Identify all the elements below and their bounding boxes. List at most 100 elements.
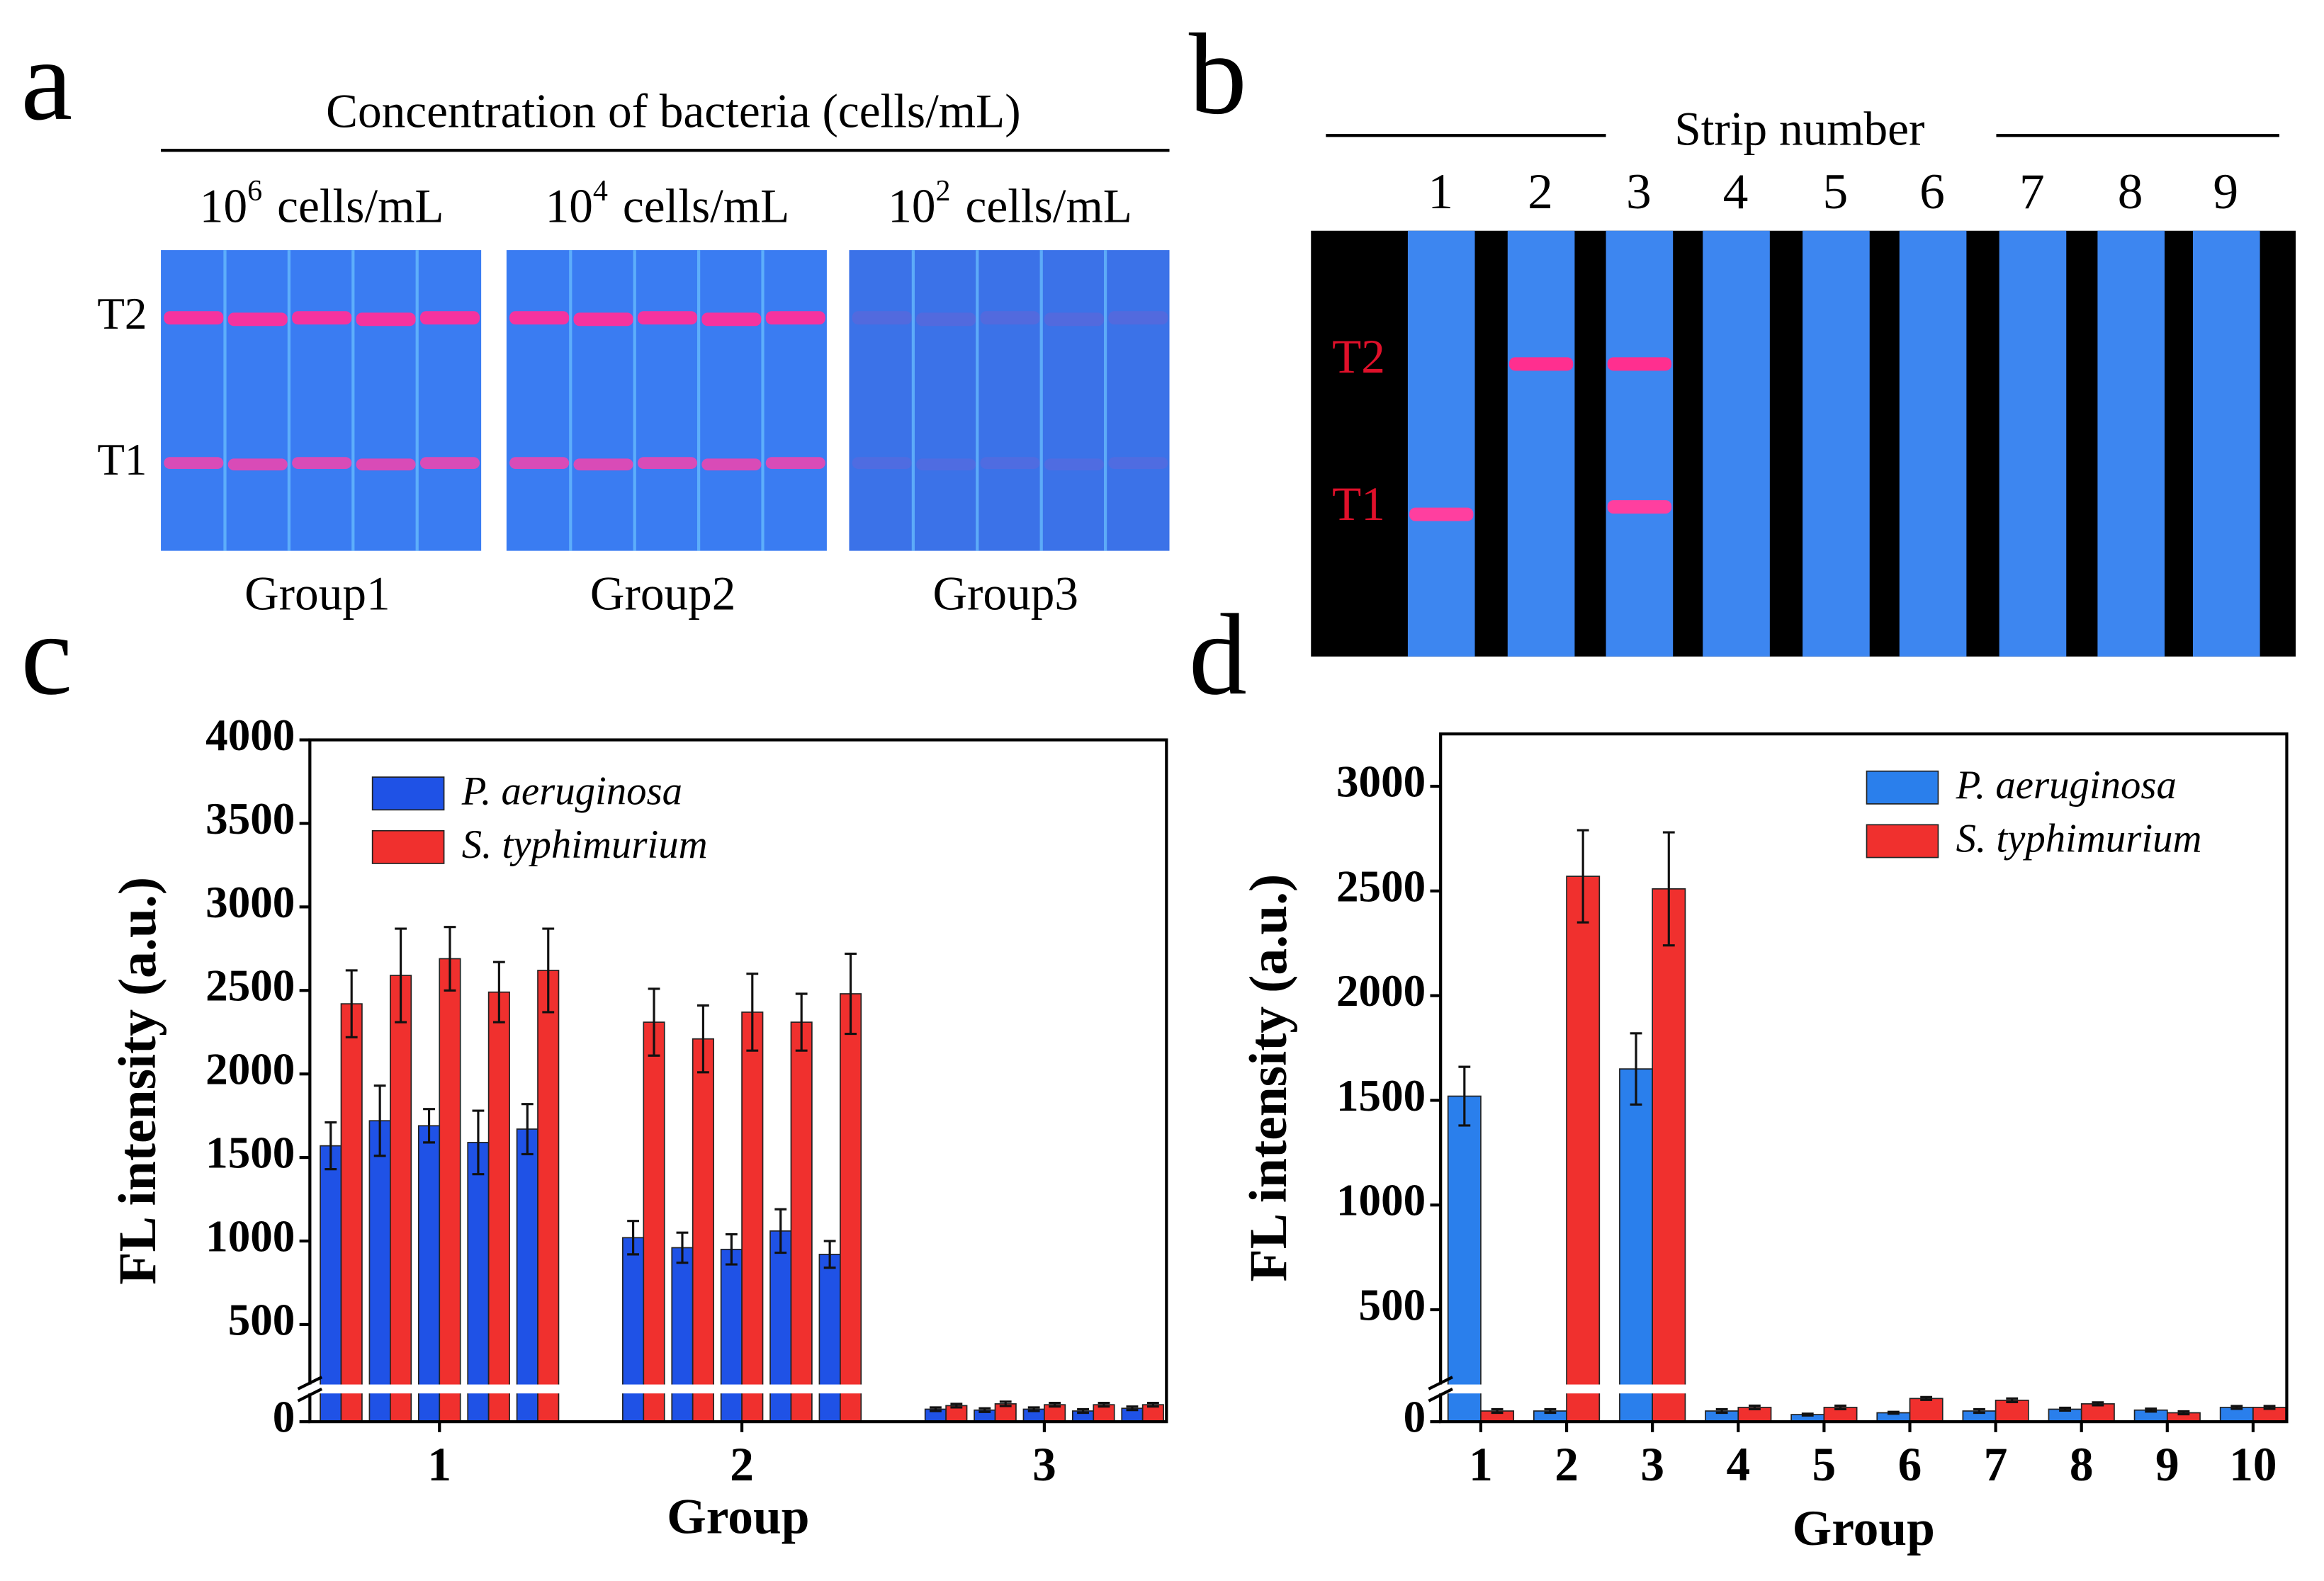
x-tick-label: 3 [1640, 1438, 1664, 1491]
bar [720, 1248, 743, 1422]
header-base: 10 [200, 180, 247, 233]
band [765, 311, 825, 325]
band [419, 311, 480, 325]
bar [622, 1237, 645, 1422]
error-bar [978, 1407, 991, 1413]
band [573, 312, 633, 327]
column-header: 106 cells/mL [200, 175, 444, 233]
legend-label: S. typhimurium [462, 822, 708, 867]
band [701, 458, 762, 471]
x-tick-label: 10 [2229, 1438, 2277, 1491]
error-bar [395, 927, 407, 1024]
strip [2192, 230, 2260, 657]
legend-label: S. typhimurium [1956, 817, 2202, 861]
bar [1566, 876, 1601, 1422]
strip-number: 6 [1919, 164, 1945, 220]
band [1607, 500, 1672, 514]
band [227, 458, 288, 471]
group-label: Group1 [244, 567, 390, 620]
band-label: T2 [97, 289, 147, 339]
strip-number: 1 [1428, 164, 1453, 220]
bar [741, 1012, 764, 1422]
error-bar [2177, 1410, 2190, 1416]
bar [2080, 1403, 2115, 1422]
header-exponent: 4 [593, 175, 608, 208]
band [637, 457, 697, 470]
y-tick-label: 2000 [205, 1045, 295, 1094]
header-exponent: 6 [247, 175, 262, 208]
error-bar [345, 969, 358, 1038]
strip-photo [161, 250, 482, 551]
y-tick-label: 2500 [205, 961, 295, 1011]
error-bar [2006, 1397, 2019, 1403]
legend-swatch [371, 776, 445, 811]
bar [368, 1120, 391, 1422]
band-label: T1 [97, 435, 147, 484]
bar [390, 975, 412, 1422]
band [164, 457, 224, 470]
panel-title: Strip number [1674, 103, 1924, 156]
header-exponent: 2 [935, 175, 950, 208]
strip-photo [506, 250, 827, 551]
error-bar [1887, 1410, 1900, 1415]
strip [1407, 230, 1475, 657]
panel-label: a [21, 16, 72, 144]
band [509, 311, 570, 325]
group-label: Group2 [590, 567, 736, 620]
bar [1652, 888, 1686, 1422]
error-bar [1748, 1404, 1761, 1411]
strip-number: 8 [2118, 164, 2143, 220]
bar [340, 1003, 363, 1422]
error-bar [2230, 1405, 2243, 1410]
y-tick-label: 500 [228, 1295, 295, 1344]
bar [320, 1145, 342, 1422]
panel-label: d [1189, 591, 1247, 719]
band [1108, 311, 1168, 325]
error-bar [1098, 1402, 1110, 1408]
plot-frame [1439, 732, 2289, 1424]
axis-break-mark [1428, 1376, 1453, 1402]
band [1607, 357, 1672, 371]
band [701, 312, 762, 327]
strip-photo [849, 250, 1170, 551]
x-tick-label: 5 [1812, 1438, 1837, 1491]
bar [643, 1021, 665, 1422]
band [980, 457, 1040, 470]
group-label: Group3 [932, 567, 1078, 620]
band [509, 457, 570, 470]
bar [417, 1125, 441, 1422]
bar [487, 991, 510, 1422]
band [227, 312, 288, 327]
error-bar [774, 1208, 787, 1254]
strip [1606, 230, 1674, 657]
error-bar [795, 992, 808, 1052]
y-axis-label: FL intensity (a.u.) [1239, 874, 1298, 1282]
bar [439, 958, 461, 1422]
error-bar [2145, 1407, 2157, 1413]
axis-break-mark [297, 1376, 323, 1402]
band [1044, 458, 1104, 471]
axis-break-gap [305, 1384, 1164, 1394]
legend-label: P. aeruginosa [1956, 763, 2177, 808]
y-tick-label: 1500 [1336, 1071, 1426, 1121]
band-label: T2 [1332, 330, 1385, 383]
y-tick-label: 2500 [1336, 861, 1426, 911]
y-tick-label: 1000 [1336, 1176, 1426, 1225]
header-base: 10 [888, 180, 935, 233]
y-tick-label: 1000 [205, 1211, 295, 1261]
bar [537, 970, 560, 1422]
axis-break-gap [1435, 1384, 1445, 1394]
error-bar [1801, 1412, 1814, 1417]
error-bar [1662, 831, 1675, 947]
error-bar [444, 926, 456, 992]
y-tick-label: 0 [273, 1393, 295, 1442]
bar [467, 1142, 490, 1422]
x-tick-label: 2 [1555, 1438, 1579, 1491]
header-unit: cells/mL [623, 180, 789, 233]
band [980, 311, 1040, 325]
strip-number: 9 [2213, 164, 2238, 220]
column-header: 102 cells/mL [888, 175, 1132, 233]
error-bar [2059, 1406, 2071, 1412]
x-tick-label: 4 [1726, 1438, 1750, 1491]
